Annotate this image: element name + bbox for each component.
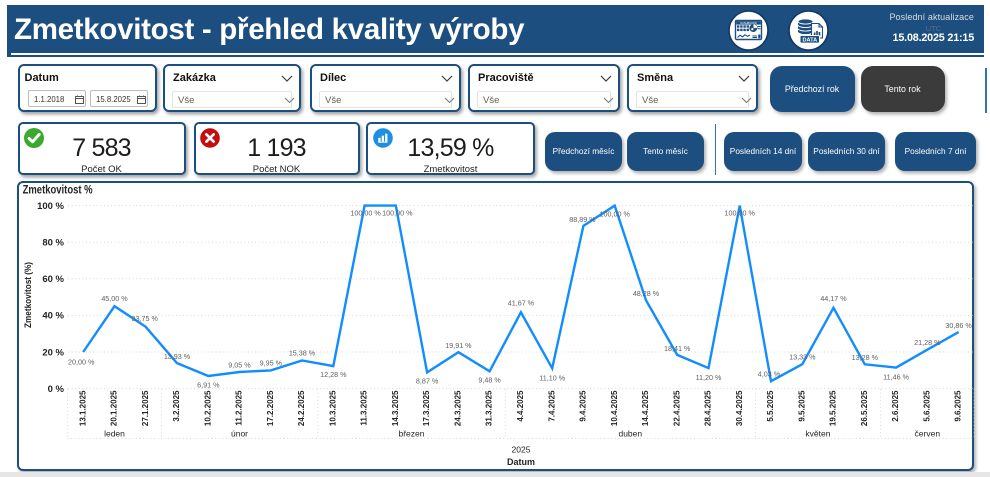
svg-text:10.4.2025: 10.4.2025 bbox=[610, 390, 619, 426]
svg-text:leden: leden bbox=[104, 429, 125, 439]
svg-text:9,05 %: 9,05 % bbox=[228, 361, 251, 370]
svg-text:41,67 %: 41,67 % bbox=[508, 298, 535, 307]
svg-text:31.3.2025: 31.3.2025 bbox=[485, 390, 494, 426]
svg-text:10.3.2025: 10.3.2025 bbox=[328, 390, 337, 426]
svg-text:22.4.2025: 22.4.2025 bbox=[672, 390, 681, 426]
svg-text:15,38 %: 15,38 % bbox=[289, 349, 316, 358]
svg-text:duben: duben bbox=[618, 429, 642, 439]
svg-text:14.3.2025: 14.3.2025 bbox=[391, 390, 400, 426]
svg-text:2025: 2025 bbox=[512, 444, 531, 454]
svg-text:100,00 %: 100,00 % bbox=[600, 210, 631, 219]
svg-text:24.3.2025: 24.3.2025 bbox=[454, 390, 463, 426]
svg-text:Zmetkovitost (%): Zmetkovitost (%) bbox=[23, 262, 33, 328]
svg-text:11,46 %: 11,46 % bbox=[883, 373, 909, 382]
svg-text:8,87 %: 8,87 % bbox=[416, 376, 439, 385]
svg-text:14.4.2025: 14.4.2025 bbox=[641, 390, 650, 426]
svg-text:20 %: 20 % bbox=[42, 347, 64, 358]
svg-text:9,95 %: 9,95 % bbox=[260, 358, 283, 367]
svg-text:11.2.2025: 11.2.2025 bbox=[235, 390, 244, 426]
svg-text:9.4.2025: 9.4.2025 bbox=[579, 390, 588, 422]
svg-text:48,28 %: 48,28 % bbox=[633, 289, 660, 298]
svg-text:2.6.2025: 2.6.2025 bbox=[891, 390, 900, 422]
svg-text:13,93 %: 13,93 % bbox=[164, 352, 191, 361]
svg-text:11,20 %: 11,20 % bbox=[696, 373, 722, 382]
svg-text:0 %: 0 % bbox=[48, 384, 65, 395]
svg-text:7.4.2025: 7.4.2025 bbox=[547, 390, 556, 422]
svg-text:40 %: 40 % bbox=[42, 311, 64, 322]
svg-text:19,91 %: 19,91 % bbox=[445, 341, 472, 350]
svg-text:9.6.2025: 9.6.2025 bbox=[954, 390, 963, 422]
svg-text:Zmetkovitost %: Zmetkovitost % bbox=[23, 182, 93, 196]
svg-text:44,17 %: 44,17 % bbox=[820, 294, 847, 303]
svg-text:3.2.2025: 3.2.2025 bbox=[172, 390, 181, 422]
svg-text:20,00 %: 20,00 % bbox=[68, 358, 95, 367]
svg-text:19.5.2025: 19.5.2025 bbox=[829, 390, 838, 426]
svg-text:13,28 %: 13,28 % bbox=[852, 353, 879, 362]
svg-text:80 %: 80 % bbox=[42, 238, 64, 249]
svg-text:Datum: Datum bbox=[507, 457, 535, 467]
svg-text:DATA: DATA bbox=[802, 37, 817, 43]
svg-text:13.1.2025: 13.1.2025 bbox=[78, 390, 87, 426]
svg-text:30,86 %: 30,86 % bbox=[945, 321, 972, 330]
svg-text:13,33 %: 13,33 % bbox=[789, 353, 816, 362]
svg-text:100 %: 100 % bbox=[37, 201, 64, 212]
svg-text:26.5.2025: 26.5.2025 bbox=[860, 390, 869, 426]
svg-text:28.4.2025: 28.4.2025 bbox=[704, 390, 713, 426]
svg-text:únor: únor bbox=[231, 429, 248, 439]
svg-text:11,10 %: 11,10 % bbox=[539, 373, 565, 382]
svg-text:9,48 %: 9,48 % bbox=[478, 375, 501, 384]
svg-text:100,00 %: 100,00 % bbox=[350, 209, 381, 218]
svg-text:27.1.2025: 27.1.2025 bbox=[141, 390, 150, 426]
svg-text:6,91 %: 6,91 % bbox=[197, 381, 220, 390]
svg-text:DASHBOARD: DASHBOARD bbox=[740, 21, 757, 25]
svg-text:60 %: 60 % bbox=[42, 274, 64, 285]
svg-text:88,89 %: 88,89 % bbox=[569, 215, 596, 224]
svg-text:květen: květen bbox=[805, 429, 830, 439]
svg-text:březen: březen bbox=[399, 429, 425, 439]
svg-text:9.5.2025: 9.5.2025 bbox=[797, 390, 806, 422]
svg-text:45,00 %: 45,00 % bbox=[101, 294, 128, 303]
svg-text:17.3.2025: 17.3.2025 bbox=[422, 390, 431, 426]
svg-text:100,00 %: 100,00 % bbox=[725, 209, 756, 218]
svg-text:4.4.2025: 4.4.2025 bbox=[516, 390, 525, 422]
svg-text:20.1.2025: 20.1.2025 bbox=[110, 390, 119, 426]
svg-text:4,03 %: 4,03 % bbox=[758, 370, 781, 379]
svg-text:100,00 %: 100,00 % bbox=[382, 209, 413, 218]
svg-text:17.2.2025: 17.2.2025 bbox=[266, 390, 275, 426]
svg-text:21,28 %: 21,28 % bbox=[914, 338, 941, 347]
svg-text:12,28 %: 12,28 % bbox=[320, 370, 347, 379]
svg-text:30.4.2025: 30.4.2025 bbox=[735, 390, 744, 426]
svg-text:5.6.2025: 5.6.2025 bbox=[922, 390, 931, 422]
svg-text:24.2.2025: 24.2.2025 bbox=[297, 390, 306, 426]
svg-text:11.3.2025: 11.3.2025 bbox=[360, 390, 369, 426]
svg-text:červen: červen bbox=[915, 429, 941, 439]
svg-text:5.5.2025: 5.5.2025 bbox=[766, 390, 775, 422]
svg-text:33,75 %: 33,75 % bbox=[132, 314, 159, 323]
svg-text:18,41 %: 18,41 % bbox=[664, 344, 691, 353]
svg-text:10.2.2025: 10.2.2025 bbox=[203, 390, 212, 426]
